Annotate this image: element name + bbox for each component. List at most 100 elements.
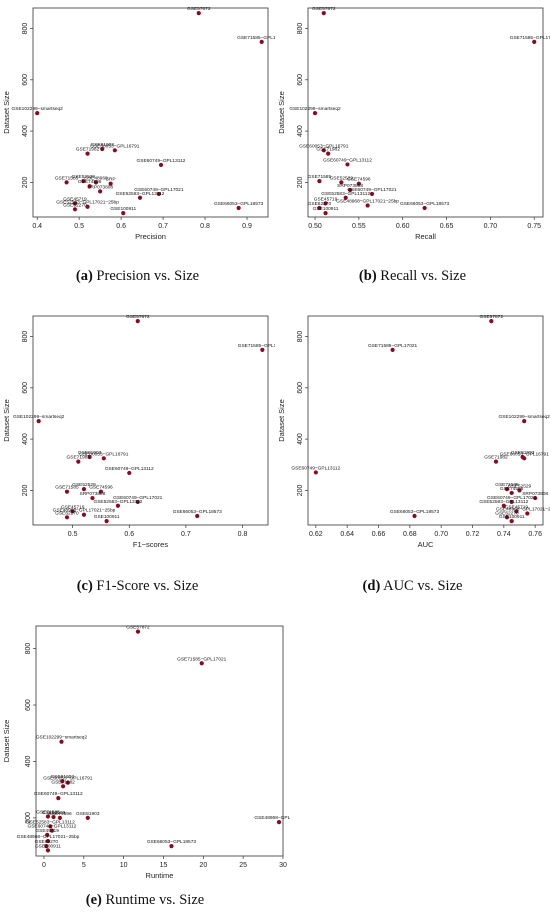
- x-tick-label: 0.66: [372, 531, 386, 538]
- data-point: [323, 211, 328, 216]
- data-point-label: GSE100911: [499, 514, 525, 520]
- data-point-label: GSE48968: [84, 175, 108, 181]
- y-tick-label: 800: [297, 331, 304, 343]
- data-point-label: GSE48968−GPL17021−25bp: [17, 834, 80, 840]
- x-tick-label: 0.7: [158, 223, 168, 230]
- data-point-label: GSE60053−GPL16791: [79, 451, 129, 457]
- caption-letter: (a): [75, 268, 93, 284]
- data-point: [81, 512, 87, 517]
- data-point-label: GSE45719: [505, 504, 529, 510]
- data-point-label: GSE100911: [110, 206, 136, 212]
- data-point-label: GSE66053−GPL18573: [214, 201, 264, 207]
- scatter-chart-d: 0.62 0.64 0.66 0.68 0.70 0.72 0.74 0.76 200 400 60…: [277, 314, 550, 549]
- scatter-chart-b: 0.50 0.55 0.60 0.65 0.70 0.75 200 400 600 800 Reca…: [277, 6, 550, 241]
- data-point-label: GSE71585−GPL17021: [177, 656, 227, 662]
- data-point: [45, 814, 51, 819]
- x-axis-title: Precision: [135, 232, 166, 241]
- data-point-label: GSE100911: [313, 206, 339, 212]
- data-point-label: GSE57872: [126, 314, 150, 320]
- data-point-label: SRP: [106, 177, 116, 183]
- data-point: [422, 205, 427, 211]
- data-point-label: GSE71982: [76, 147, 100, 153]
- data-point-label: GSE45719: [35, 828, 59, 834]
- y-tick-label: 800: [297, 23, 304, 35]
- data-point-label: GSE48968−GPL17021−25bp: [53, 508, 116, 514]
- data-point: [493, 459, 499, 464]
- data-point: [64, 489, 70, 494]
- data-point-label: SRP073808: [80, 491, 106, 497]
- data-point: [321, 148, 326, 153]
- data-point-label: GSE52529: [42, 810, 66, 816]
- x-axis-title: AUC: [418, 540, 434, 549]
- x-tick-label: 0.7: [181, 531, 191, 538]
- data-point-label: GSE74596: [48, 811, 72, 817]
- y-tick-label: 200: [22, 176, 29, 188]
- data-point: [57, 815, 63, 821]
- y-tick-label: 400: [22, 125, 29, 137]
- x-tick-label: 0.8: [238, 531, 248, 538]
- x-tick-label: 30: [279, 862, 287, 869]
- x-tick-label: 0.62: [309, 531, 323, 538]
- data-point-label: GSE62270: [308, 201, 332, 207]
- data-point: [313, 470, 318, 475]
- data-point-label: GSE48968−GPL17021−25bp: [336, 198, 399, 204]
- data-point-label: GSE71982: [484, 455, 508, 461]
- data-point: [326, 151, 331, 156]
- x-tick-label: 0.6: [124, 531, 134, 538]
- x-tick-label: 15: [160, 862, 168, 869]
- y-axis-title: Dataset Size: [2, 399, 11, 442]
- caption-b: (b) Recall vs. Size: [275, 268, 550, 285]
- data-point-label: GSE74596: [347, 177, 371, 183]
- data-point-label: GSE52529: [72, 482, 96, 488]
- data-point-label: GSE62270: [55, 510, 79, 516]
- y-tick-label: 200: [297, 484, 304, 496]
- x-tick-label: 0.8: [200, 223, 210, 230]
- y-tick-label: 200: [22, 484, 29, 496]
- caption-text: Recall vs. Size: [376, 268, 467, 284]
- data-point: [317, 178, 322, 184]
- data-point: [90, 495, 95, 501]
- data-point: [276, 820, 282, 825]
- scatter-chart-e: 0 5 10 15 20 25 30 200 400 600 800 Runtime Dataset S…: [2, 625, 290, 880]
- y-axis-title: Dataset Size: [2, 91, 11, 134]
- data-point: [504, 486, 510, 492]
- data-point: [514, 509, 519, 514]
- panel-b: 0.50 0.55 0.60 0.65 0.70 0.75 200 400 600 800 Reca…: [275, 0, 550, 245]
- data-point: [87, 454, 92, 460]
- scatter-chart-a: 0.4 0.5 0.6 0.7 0.8 0.9 200 400 600 800 Precision D…: [2, 6, 275, 241]
- data-point: [51, 814, 56, 820]
- data-point: [369, 191, 375, 197]
- data-point-label: GSE71585−GPL17021: [238, 343, 275, 349]
- data-point: [321, 11, 326, 16]
- panel-c: 0.5 0.6 0.7 0.8 200 400 600 800 F1−scores Dataset…: [0, 308, 275, 553]
- data-point: [101, 456, 106, 461]
- data-point-label: GSE60749−GPL13112: [323, 157, 372, 163]
- data-point-label: GSE71585: [36, 809, 60, 815]
- y-tick-label: 800: [22, 331, 29, 343]
- data-point: [196, 11, 201, 16]
- data-point: [36, 419, 41, 424]
- x-tick-label: 25: [239, 862, 247, 869]
- x-tick-label: 0.5: [74, 223, 84, 230]
- data-point: [509, 499, 514, 505]
- caption-text: AUC vs. Size: [380, 578, 463, 594]
- data-point-label: GSE71982: [51, 779, 75, 785]
- data-point-label: GSE71585: [55, 175, 79, 181]
- data-point: [356, 181, 361, 186]
- data-point: [45, 832, 50, 837]
- data-point: [236, 205, 241, 211]
- data-point-label: GSE60749−GPL17021: [134, 187, 184, 193]
- x-axis-title: F1−scores: [133, 540, 168, 549]
- x-tick-label: 10: [120, 862, 128, 869]
- data-point-label: GSE52529: [72, 174, 96, 180]
- data-point: [35, 111, 40, 116]
- x-tick-label: 0.60: [396, 223, 410, 230]
- data-point: [137, 195, 143, 200]
- data-point: [343, 195, 348, 200]
- caption-d: (d) AUC vs. Size: [275, 578, 550, 595]
- y-tick-label: 400: [25, 756, 32, 768]
- data-point-label: GSE52529: [330, 175, 354, 181]
- x-tick-label: 0: [42, 862, 46, 869]
- data-point-label: GSE57872: [480, 314, 504, 320]
- data-point: [100, 146, 105, 152]
